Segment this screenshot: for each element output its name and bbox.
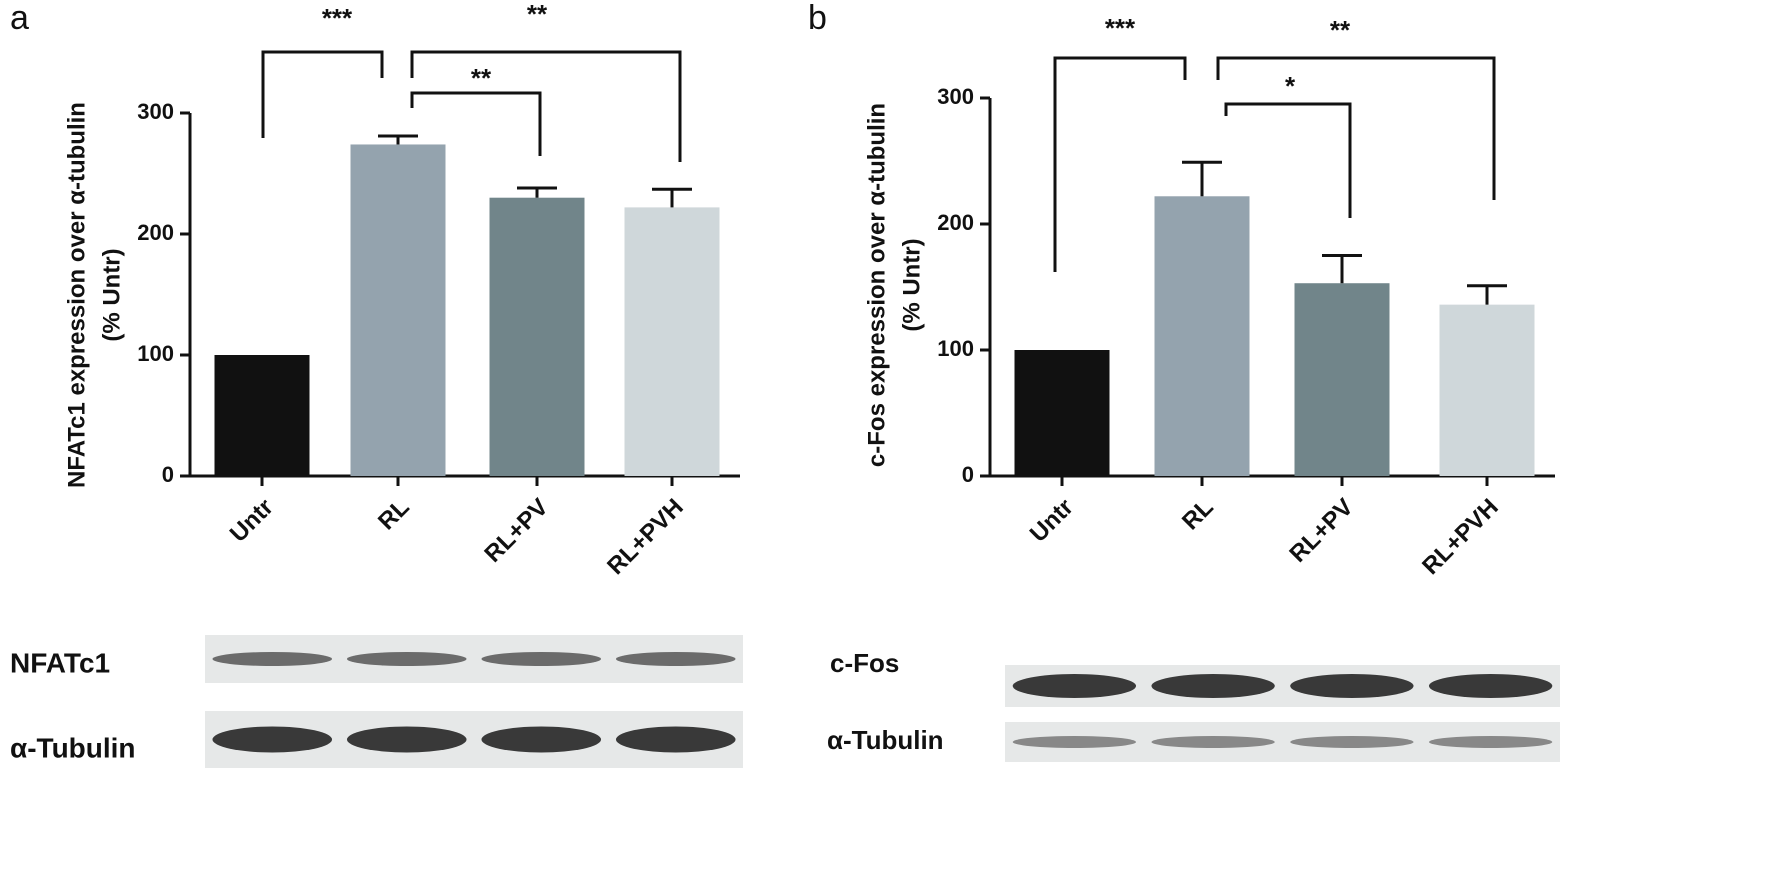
blot-band [346,652,467,666]
error-bar [1322,254,1362,284]
blot-label: α-Tubulin [827,725,944,755]
bar [1439,304,1535,476]
y-tick-label: 300 [937,84,974,109]
blot-band [1151,736,1275,748]
y-tick-label: 100 [937,336,974,361]
error-bar [517,186,557,198]
significance-bracket [261,50,384,138]
significance-bracket [1224,102,1352,218]
bar [1014,350,1110,476]
x-tick-label: RL [1177,494,1219,536]
x-tick-label: Untr [225,494,279,548]
blot-band [1428,674,1553,698]
significance-label: *** [322,3,353,33]
error-bar [378,134,418,145]
x-tick-label: RL+PV [1284,494,1358,568]
y-tick-label: 0 [162,462,174,487]
blot-band [481,726,602,753]
y-axis-label: (% Untr) [898,238,925,331]
significance-bracket [410,91,542,156]
blot-band [1151,674,1275,698]
significance-bracket [1053,56,1187,272]
panel-letter: a [10,0,29,37]
x-tick-label: RL+PVH [1417,494,1504,581]
y-tick-label: 200 [137,220,174,245]
y-axis-label: NFATc1 expression over α-tubulin [63,102,90,488]
significance-bracket [1216,56,1496,200]
significance-label: ** [527,0,548,29]
significance-bracket [410,50,682,162]
x-tick-label: RL [373,494,415,536]
blot-label: α-Tubulin [10,732,136,763]
bar [489,197,585,476]
y-tick-label: 0 [962,462,974,487]
significance-label: * [1285,71,1296,101]
y-axis-label: (% Untr) [98,248,125,341]
x-tick-label: RL+PV [479,494,553,568]
blot-band [1428,736,1553,748]
significance-label: *** [1105,13,1136,43]
blot-band [212,652,333,666]
significance-label: ** [1330,15,1351,45]
blot-label: NFATc1 [10,647,110,678]
blot-band [615,652,736,666]
error-bar [652,187,692,208]
blot-band [1012,736,1137,748]
x-tick-label: Untr [1025,494,1079,548]
y-tick-label: 100 [137,341,174,366]
y-tick-label: 300 [137,99,174,124]
blot-band [346,726,467,753]
blot-band [1012,674,1137,698]
error-bar [1182,160,1222,197]
significance-label: ** [471,63,492,93]
blot-band [212,726,333,753]
bar [350,144,446,476]
blot-band [1290,736,1414,748]
bar [1294,283,1390,476]
bar [1154,196,1250,476]
panel-letter: b [808,0,827,37]
y-axis-label: c-Fos expression over α-tubulin [863,103,890,467]
error-bar [1467,284,1507,305]
blot-band [1290,674,1414,698]
x-tick-label: RL+PVH [602,494,689,581]
bar [214,355,310,476]
blot-band [615,726,736,753]
blot-label: c-Fos [830,648,899,678]
bar [624,207,720,476]
blot-band [481,652,602,666]
y-tick-label: 200 [937,210,974,235]
